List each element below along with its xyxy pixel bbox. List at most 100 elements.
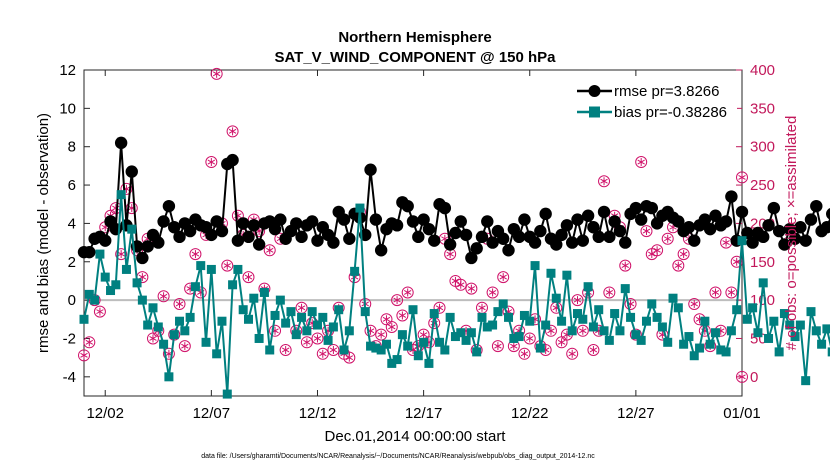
y-tick-label: 10 — [59, 100, 76, 117]
obs-assimilated-marker — [526, 336, 534, 341]
chart-title: Northern Hemisphere — [338, 29, 491, 46]
obs-assimilated-marker — [345, 355, 354, 361]
obs-count-point — [571, 294, 584, 307]
bias-point — [100, 272, 110, 282]
obs-assimilated-marker — [297, 305, 306, 311]
bias-point — [583, 282, 593, 292]
rmse-point — [603, 230, 616, 244]
rmse-point — [168, 221, 181, 234]
obs-possible-marker — [391, 294, 404, 307]
obs-assimilated-marker — [499, 274, 507, 280]
rmse-point — [83, 245, 96, 259]
bias-point — [488, 320, 498, 330]
obs-count-point — [730, 255, 743, 268]
rmse-point — [719, 215, 733, 228]
bias-point — [801, 376, 811, 386]
obs-assimilated-marker — [409, 347, 417, 353]
obs-possible-marker — [311, 332, 324, 345]
obs-count-point — [226, 125, 239, 138]
bias-point — [175, 316, 185, 326]
obs-count-point — [316, 347, 329, 360]
bias-point — [822, 324, 830, 334]
rmse-point — [364, 163, 377, 176]
rmse-point — [783, 222, 796, 236]
y-right-tick-label: 350 — [750, 100, 775, 117]
data-file-footnote: data file: /Users/gharamti/Documents/NCA… — [201, 453, 595, 460]
x-tick-label: 12/27 — [617, 405, 655, 422]
bias-point — [472, 347, 482, 357]
bias-point — [153, 322, 163, 332]
bias-point — [376, 345, 386, 355]
rmse-point — [157, 215, 170, 228]
bias-point — [291, 330, 301, 340]
obs-assimilated-marker — [159, 293, 168, 299]
bias-point — [817, 339, 827, 349]
obs-assimilated-marker — [589, 347, 598, 353]
bias-point — [604, 335, 614, 345]
bias-point — [732, 305, 742, 315]
obs-assimilated-marker — [568, 351, 576, 357]
bias-point — [758, 278, 768, 288]
bias-point — [440, 345, 450, 355]
bias-point — [785, 320, 795, 330]
bias-point — [328, 322, 338, 332]
rmse-point — [114, 136, 128, 150]
obs-count-point — [677, 248, 690, 261]
bias-point — [498, 299, 508, 309]
obs-count-markers — [78, 67, 748, 383]
y-right-tick-label: 150 — [750, 254, 775, 271]
rmse-point — [741, 226, 754, 240]
bias-point — [270, 310, 280, 320]
obs-assimilated-marker — [181, 343, 189, 349]
y-tick-label: 6 — [68, 177, 76, 194]
obs-possible-marker — [300, 336, 313, 349]
obs-assimilated-marker — [600, 178, 608, 184]
bias-point — [546, 268, 556, 278]
rmse-point — [152, 236, 165, 249]
obs-assimilated-marker — [510, 343, 518, 349]
obs-possible-marker — [385, 320, 398, 333]
rmse-point — [757, 230, 770, 244]
obs-possible-marker — [576, 324, 589, 337]
obs-possible-marker — [624, 297, 637, 310]
rmse-point — [629, 201, 643, 215]
rmse-point — [327, 236, 340, 249]
legend: rmse pr=3.8266 bias pr=-0.38286 — [572, 78, 737, 124]
bias-point — [238, 305, 248, 315]
rmse-point — [571, 213, 584, 226]
obs-assimilated-marker — [244, 274, 253, 280]
y-tick-label: -4 — [63, 369, 76, 386]
obs-assimilated-marker — [85, 339, 94, 345]
obs-assimilated-marker — [722, 240, 730, 246]
bias-point — [355, 203, 365, 213]
rmse-point — [534, 224, 547, 238]
legend-bias-marker — [589, 106, 600, 118]
obs-count-point — [475, 301, 488, 314]
obs-assimilated-marker — [207, 159, 216, 165]
bias-point — [742, 314, 752, 324]
bias-point — [445, 312, 455, 322]
obs-count-point — [391, 294, 404, 307]
bias-point — [631, 330, 641, 340]
rmse-point — [125, 165, 138, 178]
bias-point — [90, 295, 100, 305]
bias-point — [429, 309, 439, 319]
x-tick-label: 12/17 — [405, 405, 443, 422]
bias-point — [710, 328, 720, 338]
rmse-point — [226, 153, 239, 167]
rmse-point — [619, 236, 632, 249]
obs-assimilated-marker — [467, 286, 476, 292]
obs-possible-marker — [279, 343, 292, 356]
obs-assimilated-marker — [96, 309, 104, 315]
bias-point — [588, 322, 598, 332]
rmse-point — [295, 230, 308, 244]
y-right-tick-label: 300 — [750, 139, 775, 156]
obs-assimilated-marker — [398, 313, 407, 318]
bias-point — [217, 316, 227, 326]
series-group — [77, 136, 830, 399]
obs-possible-marker — [120, 182, 133, 195]
bias-point — [169, 330, 179, 340]
bias-point — [106, 286, 116, 296]
obs-count-point — [327, 343, 340, 356]
rmse-point — [725, 190, 738, 203]
